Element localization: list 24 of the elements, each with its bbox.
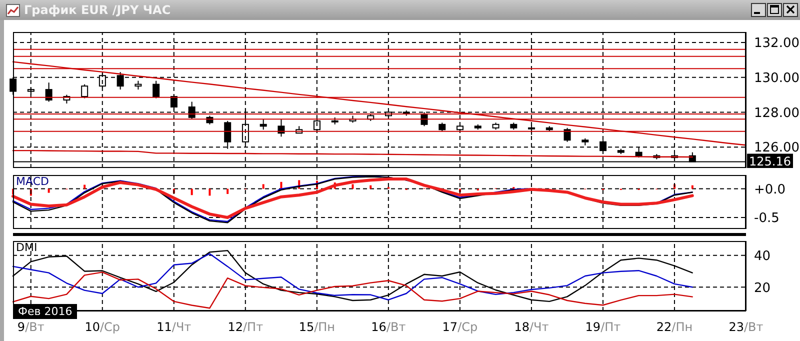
x-tick-label: 23/Вт	[728, 320, 764, 334]
y-tick-label: 126.00	[754, 140, 800, 156]
chart-title: MACD	[16, 175, 49, 188]
chart-title: График EUR /JPY ЧАС	[24, 3, 171, 17]
x-tick-label: 22/Пн	[656, 320, 693, 334]
y-tick-label: 20	[754, 280, 771, 296]
y-tick-label: 130.00	[754, 70, 800, 86]
x-tick-label: 9/Вт	[17, 320, 44, 334]
x-tick-label: 18/Чт	[514, 320, 549, 334]
x-tick-label: 11/Чт	[156, 320, 192, 334]
chart-title: DMI	[16, 241, 38, 254]
ref-line-label: 125.16	[749, 154, 791, 169]
annotation: Фев 2016	[13, 304, 78, 319]
x-tick-label: 15/Пн	[298, 320, 336, 334]
y-tick-label: 128.00	[754, 106, 800, 121]
x-tick-label: 10/Ср	[84, 320, 120, 334]
y-tick-label: -0.5	[754, 211, 780, 226]
x-tick-label: 17/Ср	[442, 320, 478, 334]
y-tick-label: 40	[754, 248, 771, 264]
y-tick-label: 132.00	[754, 36, 800, 52]
x-tick-label: 16/Вт	[371, 320, 406, 334]
x-tick-label: 12/Пт	[228, 320, 264, 334]
x-tick-label: 19/Пт	[585, 320, 621, 334]
y-tick-label: +0.0	[754, 182, 786, 198]
